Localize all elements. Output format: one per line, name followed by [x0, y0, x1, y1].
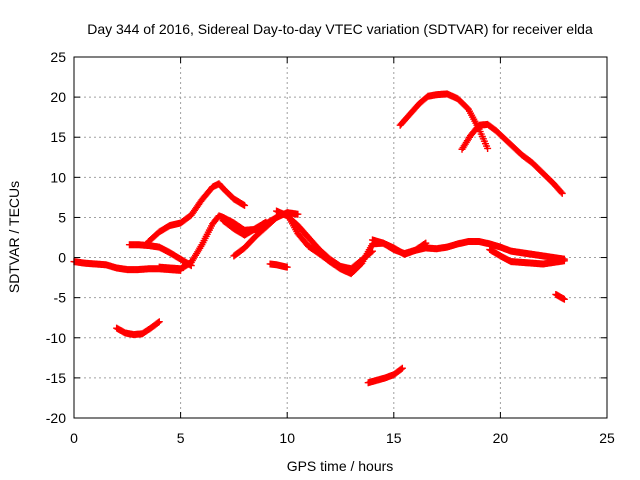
y-tick-label: -20: [46, 410, 66, 426]
x-tick-label: 15: [386, 430, 402, 446]
series-track-3: [125, 241, 195, 270]
y-tick-label: -5: [54, 290, 67, 306]
data-point: [154, 319, 162, 327]
grid-lines: [74, 57, 607, 418]
plot-frame: [73, 56, 608, 419]
x-tick-label: 25: [599, 430, 615, 446]
y-tick-label: -15: [46, 370, 66, 386]
data-point: [283, 263, 291, 271]
data-point: [422, 239, 430, 247]
data-point: [557, 188, 565, 196]
data-point: [398, 364, 406, 372]
y-axis-label: SDTVAR / TECUs: [6, 181, 22, 293]
data-point: [294, 210, 302, 218]
data-point: [155, 318, 163, 326]
series-track-2: [113, 318, 163, 339]
data-point: [397, 365, 405, 373]
y-tick-label: 10: [50, 169, 66, 185]
x-axis-label: GPS time / hours: [287, 458, 394, 474]
y-tick-label: 25: [50, 49, 66, 65]
series-track-8: [266, 260, 291, 271]
series-track-7: [219, 217, 270, 239]
y-tick-label: 5: [58, 209, 66, 225]
series-track-12: [364, 364, 406, 387]
x-axis-ticks: 0 5 10 15 20 25: [70, 57, 615, 446]
series-track-14: [458, 120, 566, 197]
y-tick-label: 20: [50, 89, 66, 105]
series-track-5: [155, 212, 281, 273]
chart-title: Day 344 of 2016, Sidereal Day-to-day VTE…: [87, 21, 593, 37]
data-point: [484, 144, 492, 152]
series-track-4: [145, 180, 249, 246]
data-point: [560, 295, 568, 303]
data-point: [262, 218, 270, 226]
series-track-16: [552, 290, 568, 303]
series-track-11: [368, 236, 430, 258]
y-tick-label: 15: [50, 129, 66, 145]
x-tick-label: 5: [177, 430, 185, 446]
x-tick-label: 10: [279, 430, 295, 446]
y-tick-label: 0: [58, 250, 66, 266]
y-axis-ticks: -20 -15 -10 -5 0 5 10 15 20 25: [46, 49, 607, 426]
data-point: [560, 257, 568, 265]
x-tick-label: 20: [493, 430, 509, 446]
data-series: [70, 90, 568, 387]
series-track-15: [486, 246, 568, 268]
data-point: [421, 240, 429, 248]
y-tick-label: -10: [46, 330, 66, 346]
data-point: [558, 189, 566, 197]
data-point: [241, 201, 249, 209]
x-tick-label: 0: [70, 430, 78, 446]
